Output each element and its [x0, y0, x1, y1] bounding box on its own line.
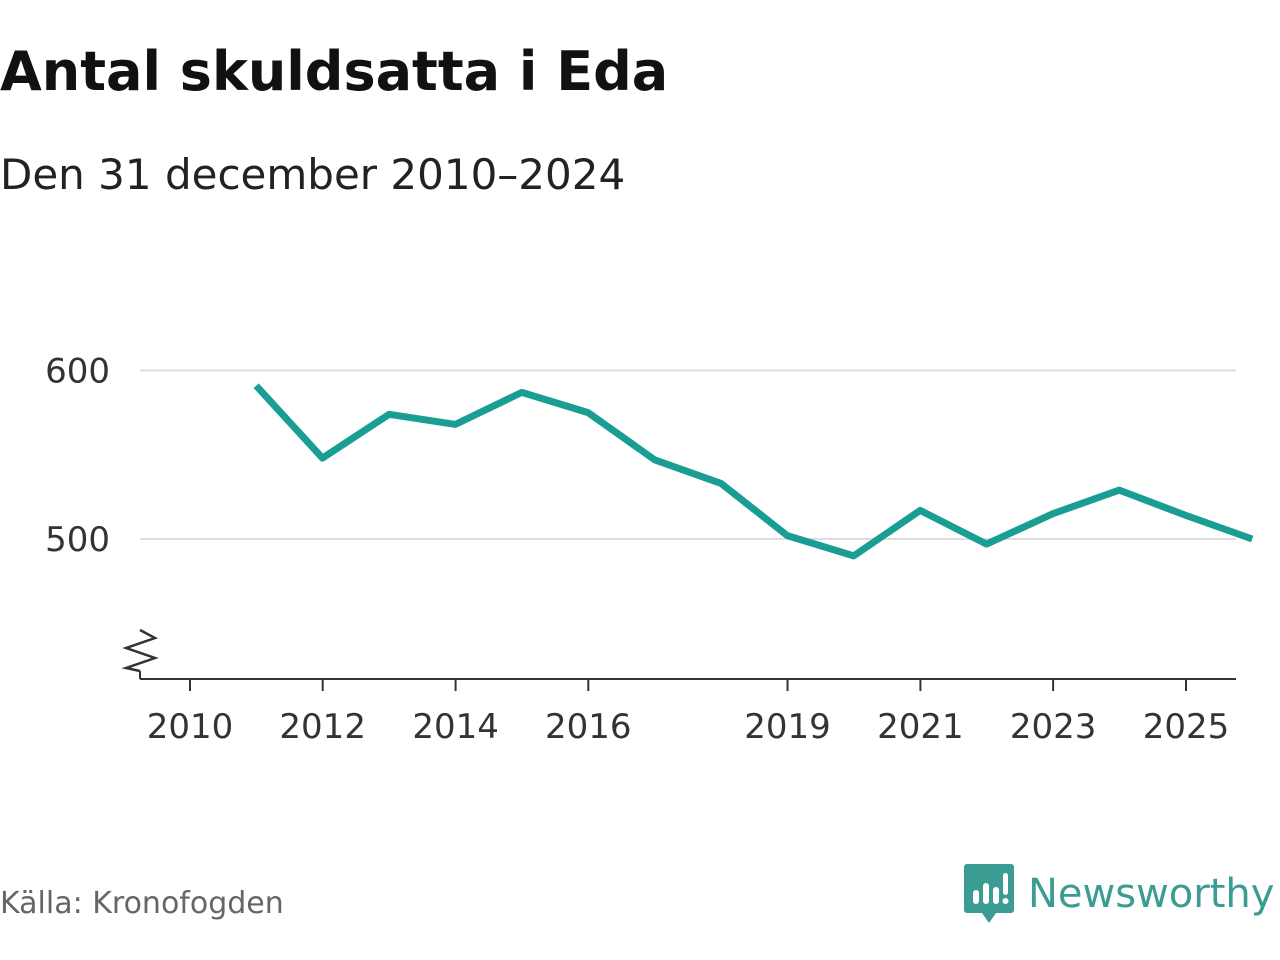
series-lines: [253, 383, 1254, 560]
source-note: Källa: Kronofogden: [0, 886, 284, 921]
series-line-0: [253, 383, 1254, 560]
x-tick-label-2012: 2012: [279, 707, 366, 747]
grid-lines: [140, 369, 1236, 540]
brand-logo: Newsworthy: [964, 864, 1274, 924]
x-tick-label-2021: 2021: [877, 707, 964, 747]
x-axis: [121, 628, 1236, 691]
x-tick-label-2016: 2016: [545, 707, 632, 747]
y-tick-label-500: 500: [45, 520, 110, 560]
chart-title: Antal skuldsatta i Eda: [0, 40, 669, 103]
y-tick-label-600: 600: [45, 352, 110, 392]
x-tick-label-2019: 2019: [744, 707, 831, 747]
x-tick-label-2025: 2025: [1143, 707, 1230, 747]
bar-chart-speech-bubble-icon: [964, 864, 1014, 923]
axis-break-mark: [121, 628, 159, 673]
x-tick-label-2010: 2010: [147, 707, 234, 747]
brand-name: Newsworthy: [1028, 871, 1275, 917]
y-axis-labels: 500 600: [45, 352, 110, 561]
chart-subtitle: Den 31 december 2010–2024: [0, 150, 626, 199]
x-tick-label-2023: 2023: [1010, 707, 1097, 747]
x-tick-label-2014: 2014: [412, 707, 499, 747]
x-axis-labels: 2010 2012 2014 2016 2019 2021 2023 2025: [147, 707, 1230, 747]
